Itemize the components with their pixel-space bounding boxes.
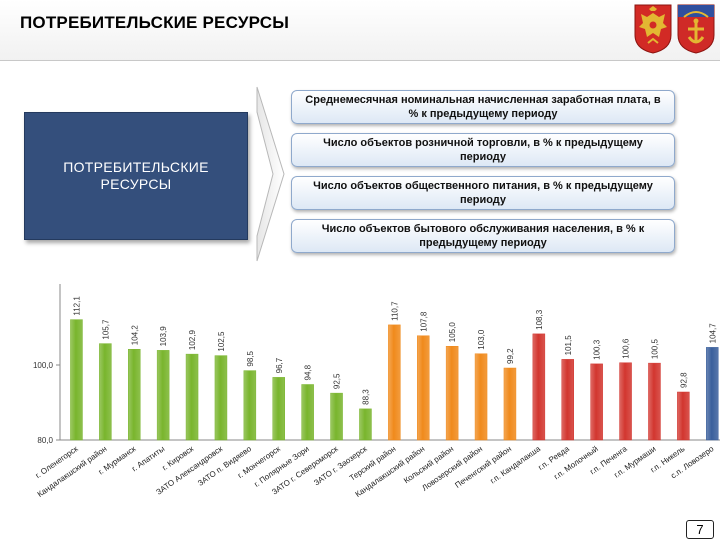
chevron-right-icon: [256, 86, 285, 262]
page-number: 7: [686, 520, 714, 539]
bar: [359, 408, 372, 441]
bar: [619, 362, 632, 441]
bar: [301, 384, 314, 441]
bar-value-label: 92,8: [679, 372, 688, 388]
bar: [128, 349, 141, 441]
bar: [388, 324, 401, 441]
bar: [185, 353, 199, 441]
consumer-resources-box: ПОТРЕБИТЕЛЬСКИЕ РЕСУРСЫ: [24, 112, 248, 240]
bar: [706, 347, 719, 441]
bar: [648, 362, 661, 441]
bar-value-label: 112,1: [72, 296, 81, 316]
bar: [70, 319, 83, 441]
bar-value-label: 98,5: [246, 351, 255, 367]
category-label: г.п. Кандалакша: [488, 444, 542, 486]
bar-value-label: 108,3: [535, 309, 544, 330]
indicator-services: Число объектов бытового обслуживания нас…: [291, 219, 675, 253]
russia-coat-of-arms-icon: [634, 4, 672, 54]
bar-value-label: 105,0: [448, 322, 457, 343]
bar: [445, 346, 459, 441]
bar: [503, 367, 517, 441]
y-tick-label: 80,0: [37, 436, 53, 445]
bar-value-label: 99,2: [506, 348, 515, 364]
category-label: г. Апатиты: [130, 444, 166, 473]
bar: [532, 333, 546, 441]
bar-value-label: 101,5: [564, 335, 573, 356]
bar-value-label: 94,8: [304, 364, 313, 380]
y-tick-label: 100,0: [33, 361, 54, 370]
bar: [156, 350, 170, 441]
bar-value-label: 100,3: [593, 339, 602, 360]
bar: [214, 355, 228, 441]
bar-value-label: 104,7: [708, 323, 717, 344]
indicator-catering: Число объектов общественного питания, в …: [291, 176, 675, 210]
bar: [272, 377, 285, 441]
murmansk-coat-of-arms-icon: [677, 4, 715, 54]
bar: [99, 343, 112, 441]
bar-value-label: 103,9: [159, 326, 168, 347]
bar-value-label: 92,5: [333, 373, 342, 389]
title-bar: ПОТРЕБИТЕЛЬСКИЕ РЕСУРСЫ: [0, 0, 720, 61]
indicator-salary: Среднемесячная номинальная начисленная з…: [291, 90, 675, 124]
bar: [330, 392, 343, 441]
bar-value-label: 96,7: [275, 357, 284, 373]
indicator-retail: Число объектов розничной торговли, в % к…: [291, 133, 675, 167]
bar-value-label: 107,8: [419, 311, 428, 332]
left-box-line-2: РЕСУРСЫ: [100, 176, 172, 192]
bar-value-label: 104,2: [130, 325, 139, 346]
bar-value-label: 100,5: [650, 339, 659, 360]
bar: [677, 391, 690, 441]
bar: [474, 353, 488, 441]
bar-value-label: 88,3: [361, 389, 370, 405]
bar-value-label: 102,9: [188, 330, 197, 351]
bar: [590, 363, 603, 441]
bar: [417, 335, 430, 441]
left-box-line-1: ПОТРЕБИТЕЛЬСКИЕ: [63, 159, 209, 175]
page-title: ПОТРЕБИТЕЛЬСКИЕ РЕСУРСЫ: [20, 13, 290, 32]
bar-value-label: 102,5: [217, 331, 226, 352]
bar-value-label: 105,7: [101, 319, 110, 340]
bar-value-label: 100,6: [622, 338, 631, 359]
bar-value-label: 110,7: [390, 301, 399, 321]
bar: [243, 370, 257, 441]
bar: [561, 359, 574, 441]
bar-value-label: 103,0: [477, 329, 486, 350]
